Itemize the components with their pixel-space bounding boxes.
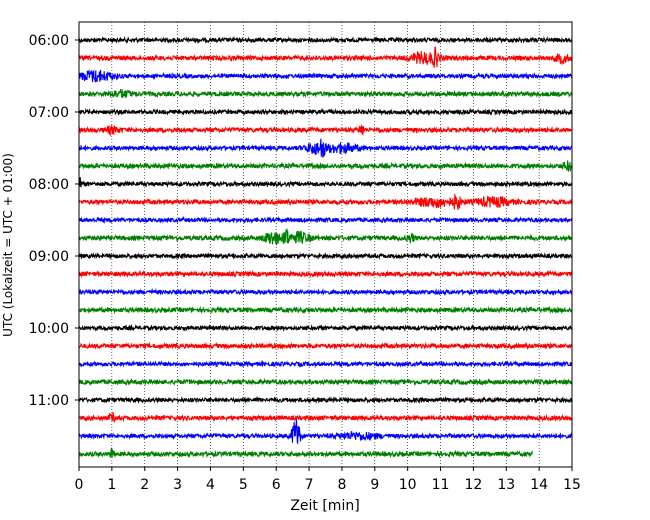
trace-0800 bbox=[78, 177, 573, 189]
y-axis-label: UTC (Lokalzeit = UTC + 01:00) bbox=[1, 153, 15, 337]
trace-0945 bbox=[78, 305, 573, 315]
trace-1130 bbox=[78, 419, 573, 445]
trace-0730 bbox=[78, 138, 573, 158]
y-tick-label: 06:00 bbox=[29, 33, 69, 49]
y-tick-label: 09:00 bbox=[29, 249, 69, 265]
x-tick-label: 8 bbox=[337, 477, 346, 493]
trace-1100 bbox=[78, 395, 573, 405]
x-tick-label: 13 bbox=[497, 477, 515, 493]
trace-1045 bbox=[78, 377, 573, 387]
y-tick-label: 10:00 bbox=[29, 321, 69, 337]
x-axis-label: Zeit [min] bbox=[290, 498, 359, 514]
trace-1030 bbox=[78, 359, 573, 369]
y-axis-ticks: 06:00 07:00 08:00 09:00 10:00 11:00 bbox=[29, 33, 79, 409]
trace-0815 bbox=[78, 193, 573, 210]
trace-0615 bbox=[78, 46, 573, 68]
trace-0915 bbox=[78, 269, 573, 279]
x-tick-label: 1 bbox=[107, 477, 116, 493]
plot-frame bbox=[78, 21, 573, 468]
x-tick-label: 7 bbox=[305, 477, 314, 493]
x-tick-label: 9 bbox=[370, 477, 379, 493]
trace-1000 bbox=[78, 323, 573, 333]
x-tick-label: 6 bbox=[272, 477, 281, 493]
trace-1015 bbox=[78, 341, 573, 351]
x-tick-label: 0 bbox=[75, 477, 84, 493]
trace-0830 bbox=[78, 215, 573, 225]
y-tick-label: 11:00 bbox=[29, 393, 69, 409]
x-tick-label: 3 bbox=[173, 477, 182, 493]
y-tick-label: 07:00 bbox=[29, 105, 69, 121]
seismogram-traces bbox=[78, 35, 573, 459]
trace-0645 bbox=[78, 88, 573, 99]
trace-0845 bbox=[78, 227, 573, 246]
x-tick-label: 2 bbox=[140, 477, 149, 493]
trace-0745 bbox=[78, 160, 573, 172]
x-tick-label: 4 bbox=[206, 477, 215, 493]
trace-1115 bbox=[78, 411, 573, 424]
x-tick-label: 11 bbox=[432, 477, 450, 493]
trace-0600 bbox=[78, 35, 573, 45]
trace-0900 bbox=[78, 251, 573, 261]
x-tick-label: 14 bbox=[530, 477, 548, 493]
trace-0930 bbox=[78, 287, 573, 296]
trace-0715 bbox=[78, 124, 573, 137]
trace-0630 bbox=[78, 69, 573, 83]
x-tick-label: 15 bbox=[563, 477, 581, 493]
x-tick-label: 10 bbox=[399, 477, 417, 493]
trace-1145 bbox=[78, 447, 534, 459]
x-axis-ticks: 0 1 2 3 4 5 6 7 8 9 10 11 12 13 14 15 bbox=[75, 467, 581, 493]
trace-0700 bbox=[78, 107, 573, 116]
x-tick-label: 12 bbox=[464, 477, 482, 493]
x-tick-label: 5 bbox=[239, 477, 248, 493]
y-tick-label: 08:00 bbox=[29, 177, 69, 193]
